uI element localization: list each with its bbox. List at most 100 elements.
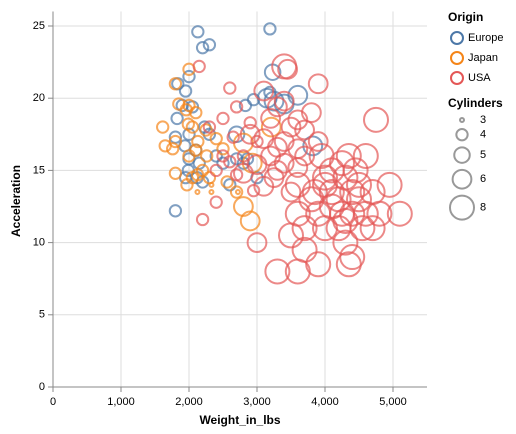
point	[294, 119, 315, 141]
point	[280, 116, 302, 138]
legend-label: USA	[468, 72, 491, 84]
y-tick-label: 20	[33, 92, 45, 104]
point	[335, 251, 362, 278]
point	[349, 215, 376, 242]
point	[229, 185, 244, 199]
point	[195, 212, 210, 227]
point	[233, 196, 254, 217]
point	[223, 155, 237, 169]
x-tick-label: 0	[50, 396, 56, 408]
point	[170, 111, 184, 126]
point	[352, 200, 379, 227]
point	[359, 179, 386, 206]
y-tick-label: 25	[33, 20, 45, 32]
y-tick-label: 5	[39, 309, 45, 321]
point	[234, 189, 241, 196]
point	[267, 96, 288, 118]
point	[233, 162, 254, 184]
legend-label: Europe	[468, 32, 503, 44]
point	[189, 143, 203, 157]
x-tick-label: 5,000	[379, 396, 407, 408]
point	[209, 195, 223, 209]
legend-label: Japan	[468, 52, 498, 64]
point	[332, 229, 359, 256]
point	[287, 84, 309, 106]
point	[223, 178, 237, 192]
point	[277, 58, 298, 80]
point	[209, 149, 223, 163]
size-legend-symbol	[453, 146, 471, 164]
point	[168, 204, 183, 218]
point	[335, 142, 362, 169]
point	[308, 142, 335, 169]
point	[291, 236, 318, 263]
point	[359, 215, 386, 242]
point	[229, 100, 244, 114]
point	[280, 181, 302, 203]
point	[291, 215, 318, 242]
series-japan	[156, 62, 282, 232]
point	[287, 109, 309, 131]
point	[352, 142, 379, 169]
point	[182, 98, 196, 113]
point	[182, 127, 196, 141]
point	[226, 130, 240, 144]
point	[328, 200, 356, 227]
size-legend-label: 8	[480, 201, 486, 213]
size-legend-label: 5	[480, 149, 486, 161]
point	[209, 163, 223, 178]
size-legend-symbol	[448, 194, 476, 221]
point	[182, 69, 196, 84]
point	[250, 134, 264, 149]
point	[294, 145, 315, 167]
point	[195, 41, 210, 55]
legend-symbol	[450, 71, 464, 85]
point	[339, 200, 366, 227]
point	[345, 171, 373, 198]
point	[202, 120, 217, 134]
point	[236, 149, 251, 163]
size-legend-symbol	[455, 128, 469, 142]
point	[166, 142, 180, 156]
point	[277, 222, 305, 249]
point	[271, 53, 298, 80]
point	[158, 139, 172, 153]
point	[253, 80, 275, 102]
y-tick-label: 10	[33, 237, 45, 249]
point	[216, 142, 230, 156]
point	[260, 108, 281, 129]
point	[178, 84, 193, 98]
point	[236, 156, 251, 170]
size-legend-symbol	[451, 168, 473, 190]
point	[318, 179, 345, 206]
x-tick-label: 3,000	[243, 396, 271, 408]
point	[181, 117, 195, 131]
point	[345, 186, 373, 213]
legend-symbol	[450, 31, 464, 45]
point	[168, 166, 183, 180]
point	[208, 181, 215, 188]
point	[194, 189, 201, 196]
legend-title: Origin	[448, 10, 483, 24]
size-legend-label: 4	[480, 129, 486, 141]
point	[342, 157, 369, 184]
legend-symbol	[450, 51, 464, 65]
point	[185, 170, 200, 185]
point	[200, 149, 214, 163]
point	[264, 258, 291, 285]
point	[246, 232, 268, 253]
point	[220, 175, 234, 189]
y-tick-label: 15	[33, 164, 45, 176]
point	[208, 189, 215, 196]
point	[376, 171, 403, 198]
series-usa	[192, 53, 413, 285]
point	[263, 22, 277, 36]
point	[239, 123, 261, 145]
point	[223, 81, 237, 95]
point	[325, 215, 352, 242]
point	[311, 215, 339, 242]
x-tick-label: 1,000	[107, 396, 135, 408]
point	[273, 90, 295, 112]
size-legend-label: 6	[480, 173, 486, 185]
